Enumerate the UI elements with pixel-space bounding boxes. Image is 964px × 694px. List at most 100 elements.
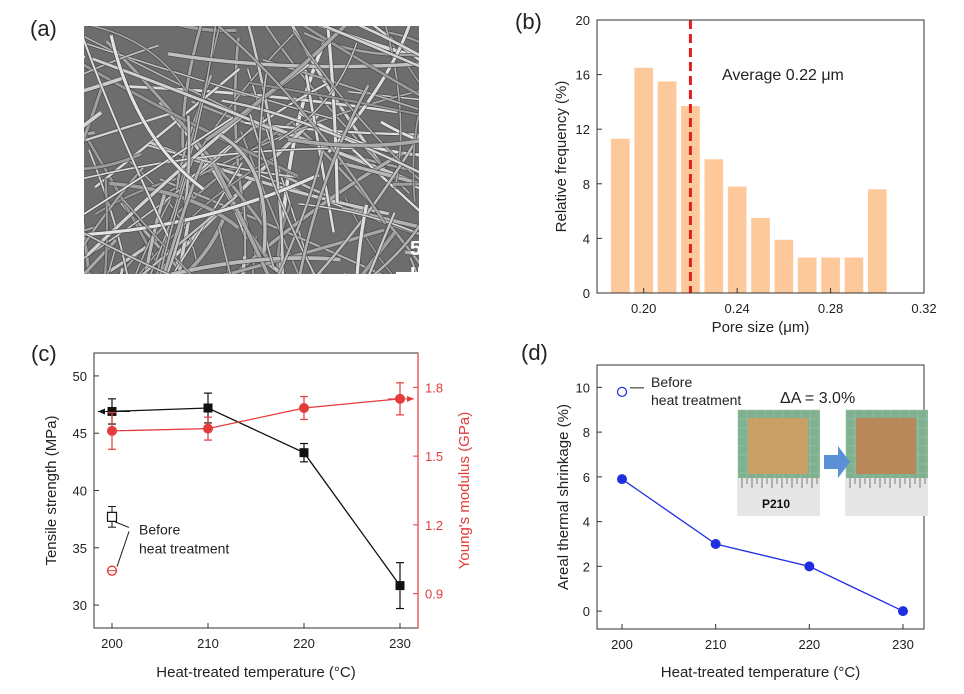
x-tick-label: 210: [705, 637, 727, 652]
fiber: [118, 117, 298, 274]
fiber: [84, 147, 354, 180]
histogram-bar: [657, 81, 677, 293]
x-tick-label: 0.24: [724, 301, 749, 316]
x-axis-title: Heat-treated temperature (°C): [661, 664, 860, 681]
fiber: [275, 203, 292, 274]
y-tick-label: 0: [583, 604, 590, 619]
histogram-bar: [634, 67, 654, 294]
fiber: [122, 199, 192, 274]
fiber: [303, 31, 419, 57]
fiber: [357, 26, 419, 57]
x-tick-label: 230: [892, 637, 914, 652]
y-right-axis-title: Young's modulus (GPa): [456, 412, 473, 569]
fiber: [159, 178, 383, 274]
y-left-tick-label: 35: [73, 541, 87, 556]
histogram-bar: [681, 105, 700, 294]
fiber: [120, 202, 187, 274]
fiber: [147, 144, 298, 178]
fiber: [321, 26, 419, 68]
arrow-right-icon: [824, 446, 850, 478]
x-tick-label: 200: [101, 636, 123, 651]
pointer-arrow: [116, 531, 130, 567]
fiber: [84, 121, 259, 259]
before-label: heat treatment: [139, 541, 229, 557]
membrane-sample: [748, 418, 808, 474]
panel-label-c: (c): [31, 341, 57, 366]
pointer-arrow: [114, 521, 130, 528]
series-line: [111, 398, 401, 432]
fiber: [84, 37, 171, 239]
y-tick-label: 10: [576, 380, 590, 395]
y-tick-label: 4: [583, 231, 590, 246]
data-point: [898, 606, 908, 617]
fiber: [84, 44, 159, 75]
sample-label: P210: [762, 497, 790, 511]
fiber: [84, 112, 171, 142]
panel-label-a: (a): [30, 16, 57, 41]
fiber: [368, 212, 396, 274]
fiber: [316, 133, 419, 274]
x-tick-label: 220: [798, 637, 820, 652]
plot-frame: [596, 19, 925, 294]
y-right-tick-label: 1.5: [425, 449, 443, 464]
fiber: [222, 228, 385, 274]
series-line: [621, 478, 904, 612]
fiber: [292, 29, 419, 181]
fiber: [84, 116, 234, 216]
fiber: [89, 26, 189, 96]
fiber: [360, 231, 397, 274]
fiber: [380, 120, 419, 142]
fiber: [278, 42, 358, 141]
histogram-bar: [821, 257, 840, 293]
fiber: [84, 225, 98, 232]
fiber: [204, 26, 348, 142]
y-left-tick-label: 40: [73, 484, 87, 499]
fiber: [219, 133, 267, 253]
fiber: [217, 225, 232, 274]
scale-bar: [396, 272, 419, 274]
before-label: Before: [651, 374, 692, 390]
data-point: [710, 538, 721, 549]
data-point: [617, 474, 627, 485]
fiber: [84, 173, 320, 237]
fiber: [88, 149, 128, 274]
fiber: [164, 256, 341, 274]
y-tick-label: 16: [576, 68, 590, 83]
fiber: [298, 203, 419, 235]
histogram-bar: [611, 138, 630, 293]
fiber: [218, 26, 386, 224]
fiber: [392, 44, 419, 84]
series-line: [111, 407, 401, 586]
fiber: [84, 232, 171, 274]
fiber: [301, 26, 419, 97]
fiber: [339, 161, 419, 186]
data-point: [299, 403, 309, 413]
y-tick-label: 20: [576, 13, 590, 28]
ruler: [846, 478, 928, 516]
scale-bar-label: 5 μm: [410, 238, 419, 274]
y-left-axis-title: Tensile strength (MPa): [43, 415, 60, 565]
x-axis-title: Pore size (μm): [712, 319, 810, 336]
x-tick-label: 230: [389, 636, 411, 651]
fiber: [277, 151, 324, 274]
fiber: [350, 147, 419, 212]
axis-arrow-head: [407, 395, 414, 402]
panel-label-b: (b): [515, 9, 542, 34]
y-tick-label: 8: [583, 425, 590, 440]
fiber: [84, 111, 103, 128]
x-tick-label: 210: [197, 636, 219, 651]
inset-title: ΔA = 3.0%: [780, 390, 855, 407]
before-tensile-marker: [106, 511, 118, 522]
y-right-tick-label: 1.2: [425, 518, 443, 533]
histogram-bar: [844, 257, 864, 293]
x-tick-label: 220: [293, 636, 315, 651]
y-right-tick-label: 0.9: [425, 587, 443, 602]
y-axis-title: Relative frequency (%): [553, 81, 570, 233]
panel-label-d: (d): [521, 340, 548, 365]
fiber: [159, 158, 194, 274]
fiber: [105, 40, 268, 231]
fiber: [355, 204, 369, 274]
y-tick-label: 0: [583, 286, 590, 301]
fiber: [84, 152, 142, 171]
